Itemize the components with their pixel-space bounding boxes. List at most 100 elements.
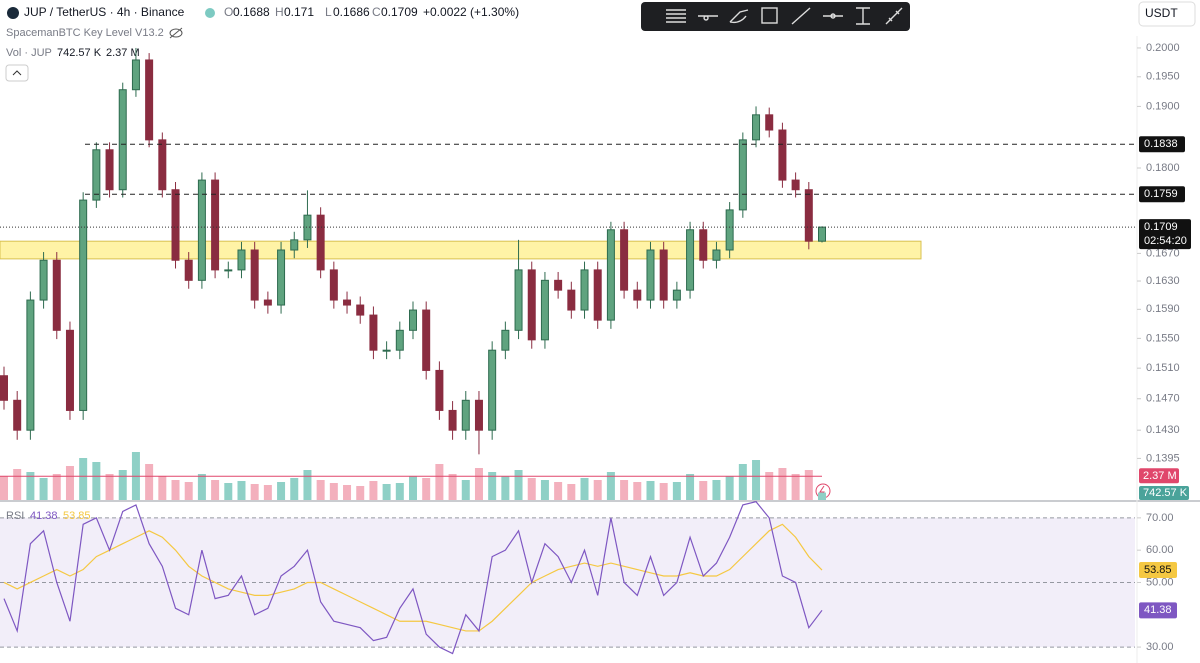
y-tick-label: 0.1800 [1146, 162, 1180, 174]
ohlc-label: O [224, 5, 233, 19]
volume-bar [725, 476, 734, 500]
volume-bar [804, 470, 813, 500]
rsi-line [3, 501, 823, 655]
y-tick-label: 0.1510 [1146, 362, 1180, 374]
candle-body [39, 259, 48, 301]
eye-icon[interactable] [169, 27, 183, 39]
rsi-tick-label: 60.00 [1146, 544, 1174, 556]
volume-bar [224, 483, 233, 500]
volume-bar [422, 478, 431, 500]
candle-body [224, 269, 233, 272]
volume-bar [158, 476, 167, 500]
candle-body [422, 309, 431, 371]
volume-bar [686, 474, 695, 500]
volume-bar [26, 472, 35, 500]
ohlc-value: 0.1686 [333, 5, 370, 19]
volume-bar [527, 478, 536, 500]
rsi-tag-label: 53.85 [1144, 564, 1172, 576]
volume-bar [395, 483, 404, 500]
volume-label: 742.57 K [1143, 487, 1188, 499]
candle-body [263, 299, 272, 306]
volume-bar [105, 474, 114, 500]
candle-body [527, 269, 536, 341]
volume-bar [79, 458, 88, 500]
y-tick-label: 0.1630 [1146, 275, 1180, 287]
candle-body [158, 139, 167, 191]
candle-body [620, 229, 629, 291]
tool-path[interactable] [885, 7, 903, 25]
tool-trend[interactable] [791, 7, 811, 25]
candle-body [540, 279, 549, 341]
volume-bar [554, 482, 563, 500]
volume-bar [409, 476, 417, 500]
candle-body [356, 304, 365, 316]
volume-bar [263, 485, 272, 500]
y-tick-label: 0.1590 [1146, 303, 1180, 315]
rsi-tick-label: 50.00 [1146, 576, 1174, 588]
collapse-button[interactable] [5, 64, 29, 82]
volume-bar [316, 480, 325, 500]
volume-bar [778, 468, 787, 500]
volume-bar [145, 464, 154, 500]
volume-bar [211, 480, 220, 500]
volume-bar [184, 482, 193, 500]
volume-bar [39, 478, 48, 500]
volume-bar [593, 480, 602, 500]
volume-bar [0, 476, 8, 500]
volume-bar [540, 480, 549, 500]
tool-brush[interactable] [729, 9, 749, 24]
tool-ray[interactable] [823, 13, 843, 19]
candle-body [316, 214, 325, 271]
volume-ma-value: 2.37 M [106, 47, 140, 59]
volume-bar [303, 470, 312, 500]
candle-body [567, 289, 576, 311]
rsi-value: 41.38 [30, 510, 58, 522]
candle-body [171, 189, 180, 261]
key-level-zone [0, 240, 922, 260]
volume-bar [501, 476, 510, 500]
volume-bar [118, 470, 127, 500]
volume-bar [712, 480, 721, 500]
ohlc-value: 0.1709 [381, 5, 418, 19]
rsi-tick-label: 30.00 [1146, 641, 1174, 653]
rsi-tag [1139, 602, 1177, 619]
rsi-ma-line [3, 523, 823, 632]
candle-body [725, 209, 734, 251]
candle-body [606, 229, 615, 321]
volume-bar [448, 474, 457, 500]
volume-bar [250, 484, 259, 500]
volume-title: Vol · JUP [6, 47, 52, 59]
candle-body [778, 129, 787, 181]
volume-bar [818, 492, 826, 500]
tool-measure[interactable] [856, 7, 870, 25]
volume-bar [765, 472, 774, 500]
drawing-toolbar [641, 2, 910, 31]
volume-bar [277, 482, 286, 500]
indicator-title[interactable]: SpacemanBTC Key Level V13.2 [6, 27, 164, 39]
y-tick-label: 0.1950 [1146, 71, 1180, 83]
currency-button[interactable]: USDT [1138, 1, 1196, 27]
candle-body [699, 229, 708, 261]
volume-bar [672, 482, 681, 500]
symbol-title[interactable]: JUP / TetherUS · 4h · Binance [24, 5, 185, 19]
candle-body [765, 114, 774, 131]
y-tick-label: 0.1550 [1146, 332, 1180, 344]
volume-bar [514, 470, 523, 500]
candle-body [409, 309, 417, 331]
volume-bar [474, 468, 483, 500]
rsi-tag [1139, 562, 1177, 579]
tool-rect[interactable] [761, 7, 778, 24]
y-tick-label: 0.1670 [1146, 247, 1180, 259]
candle-body [633, 289, 642, 301]
tool-lines[interactable] [666, 9, 686, 23]
volume-bar [171, 480, 180, 500]
candle-body [646, 249, 655, 301]
currency-label[interactable]: USDT [1145, 6, 1178, 20]
y-tick-label: 0.1395 [1146, 452, 1180, 464]
candle-body [752, 114, 761, 141]
volume-bar [237, 481, 246, 500]
price-change: +0.0022 (+1.30%) [423, 5, 519, 19]
candle-body [488, 349, 497, 431]
symbol-icon [7, 7, 19, 19]
tool-hline[interactable] [698, 15, 718, 21]
